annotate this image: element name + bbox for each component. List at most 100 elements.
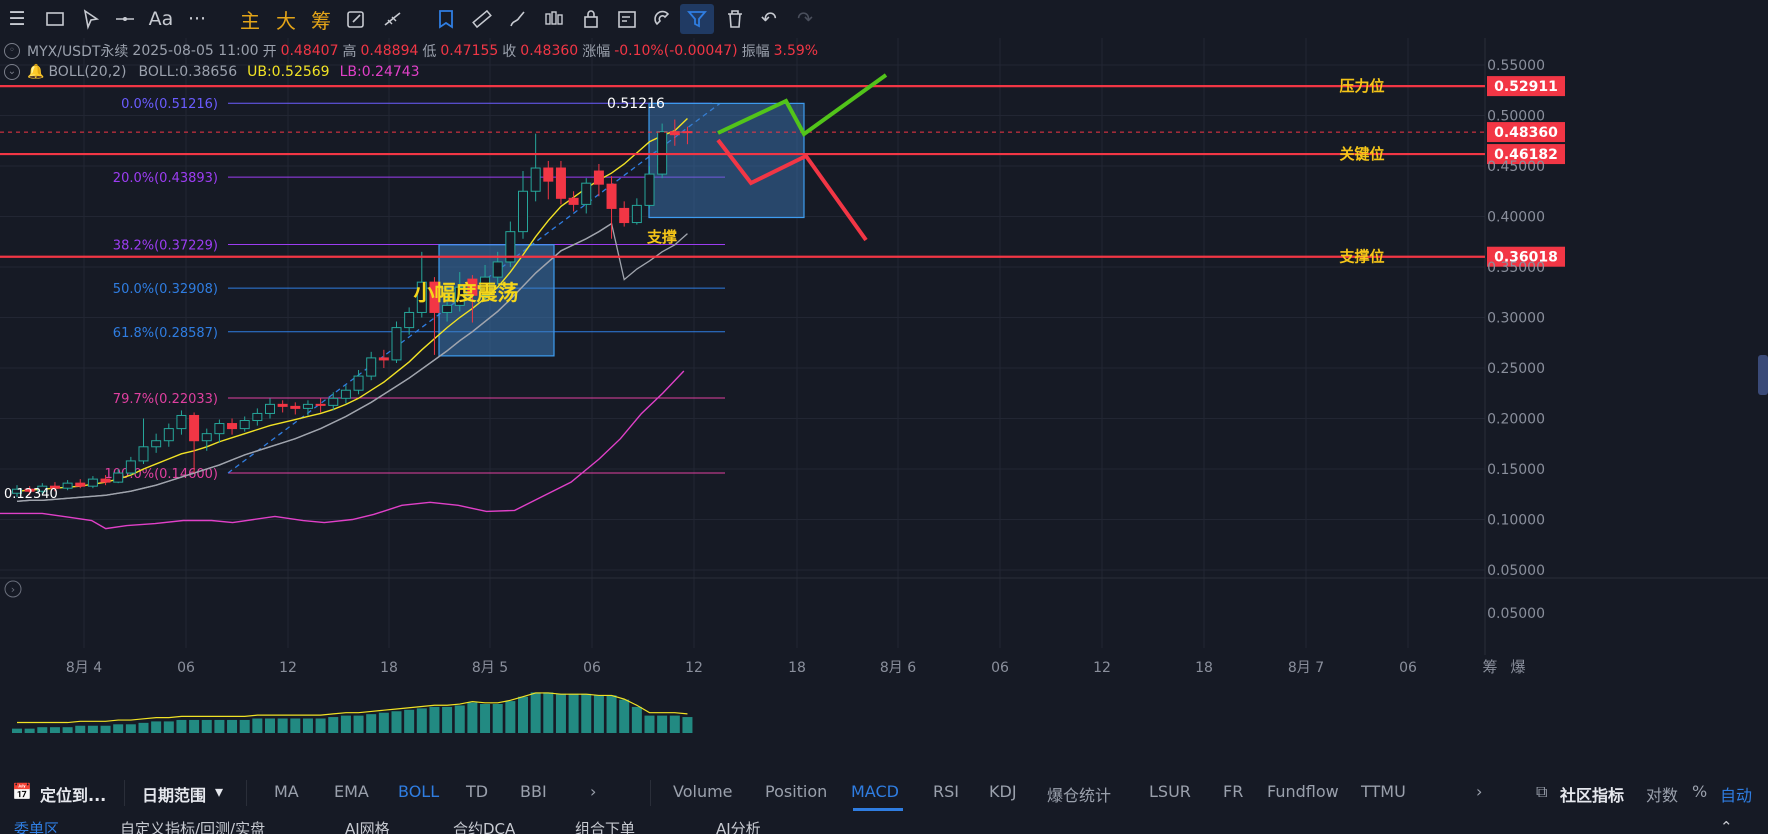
candle-down bbox=[290, 405, 301, 409]
panel-tab[interactable]: AI网格 bbox=[345, 820, 390, 834]
lock-icon[interactable] bbox=[578, 4, 604, 34]
more-tools-button[interactable]: ··· bbox=[187, 8, 207, 30]
locate-button[interactable]: 定位到... bbox=[40, 786, 107, 805]
chips-corner-label: 筹 bbox=[1482, 658, 1497, 676]
big-order-button[interactable]: 大 bbox=[276, 8, 296, 33]
candle-down bbox=[543, 167, 554, 182]
time-tick-label: 06 bbox=[583, 660, 601, 676]
panel-tab[interactable]: AI分析 bbox=[716, 820, 761, 834]
symbol-circle-icon[interactable]: ◦ bbox=[4, 43, 20, 59]
active-indicator-underline bbox=[853, 808, 903, 811]
volume-bar bbox=[62, 727, 73, 733]
ruler-icon[interactable] bbox=[469, 4, 495, 34]
volume-bar bbox=[568, 693, 579, 733]
calendar-icon[interactable]: 📅 bbox=[12, 782, 32, 801]
edit-square-icon[interactable] bbox=[343, 4, 369, 34]
volume-bar bbox=[113, 724, 124, 733]
candle-down bbox=[593, 170, 604, 185]
indicator-2-main[interactable]: BOLL bbox=[398, 782, 440, 801]
volume-bar bbox=[252, 718, 263, 733]
indicator-5-sub[interactable]: 爆仓统计 bbox=[1047, 786, 1112, 805]
text-tool-button[interactable]: Aa bbox=[148, 8, 174, 30]
volume-bar bbox=[163, 721, 174, 733]
indicator-3-sub[interactable]: RSI bbox=[933, 782, 959, 801]
volume-bar bbox=[518, 696, 528, 733]
log-scale-button[interactable]: 对数 bbox=[1646, 786, 1679, 805]
cursor-icon[interactable] bbox=[78, 4, 104, 34]
indicator-4-sub[interactable]: KDJ bbox=[989, 782, 1017, 801]
volume-bar bbox=[239, 719, 250, 733]
menu-icon[interactable]: ☰ bbox=[8, 8, 26, 30]
volume-bar bbox=[100, 725, 111, 733]
bullish-projection bbox=[717, 73, 888, 137]
level-price-tag bbox=[1487, 144, 1565, 165]
volume-bar bbox=[290, 718, 301, 733]
filter-icon[interactable] bbox=[680, 4, 714, 34]
indicator-7-sub[interactable]: FR bbox=[1223, 782, 1244, 801]
auto-scale-button[interactable]: 自动 bbox=[1720, 786, 1753, 805]
measure-icon[interactable] bbox=[380, 4, 406, 34]
indicator-1-sub[interactable]: Position bbox=[765, 782, 828, 801]
chevron-right-icon[interactable]: › bbox=[1476, 782, 1483, 801]
indicator-3-main[interactable]: TD bbox=[466, 782, 489, 801]
redo-icon[interactable]: ↷ bbox=[797, 8, 813, 30]
community-icon[interactable]: ⧉ bbox=[1536, 782, 1548, 801]
volume-bar bbox=[467, 702, 478, 733]
volume-bar bbox=[12, 728, 22, 733]
candle-up bbox=[581, 182, 592, 205]
main-chart-button[interactable]: 主 bbox=[240, 8, 260, 33]
community-indicators-button[interactable]: 社区指标 bbox=[1560, 786, 1625, 805]
candle-down bbox=[467, 278, 478, 296]
collapse-icon[interactable]: ⌄ bbox=[4, 64, 20, 80]
indicator-4-main[interactable]: BBI bbox=[520, 782, 547, 801]
volume-bar bbox=[492, 704, 503, 733]
candles-icon[interactable] bbox=[541, 4, 567, 34]
chevron-right-icon[interactable]: › bbox=[590, 782, 597, 801]
candle-up bbox=[391, 327, 402, 361]
support-box bbox=[648, 102, 805, 219]
bell-icon[interactable]: 🔔 bbox=[27, 64, 45, 80]
indicator-6-sub[interactable]: LSUR bbox=[1149, 782, 1191, 801]
volume-bar bbox=[555, 693, 566, 733]
panel-tab[interactable]: 自定义指标/回测/实盘 bbox=[120, 820, 266, 834]
undo-icon[interactable]: ↶ bbox=[761, 8, 777, 30]
horizontal-line-icon[interactable] bbox=[112, 4, 138, 34]
tabs-collapse-icon[interactable]: ⌃ bbox=[1720, 818, 1733, 834]
magnet-icon[interactable] bbox=[650, 4, 676, 34]
candle-up bbox=[176, 414, 187, 430]
indicator-0-sub[interactable]: Volume bbox=[673, 782, 733, 801]
indicator-9-sub[interactable]: TTMU bbox=[1361, 782, 1406, 801]
candle-down bbox=[555, 167, 566, 199]
panel-tab[interactable]: 合约DCA bbox=[453, 820, 516, 834]
note-icon[interactable] bbox=[614, 4, 640, 34]
date-range-button[interactable]: 日期范围 bbox=[142, 786, 207, 805]
bookmark-icon[interactable] bbox=[433, 4, 459, 34]
candle-up bbox=[505, 231, 516, 263]
time-tick-label: 12 bbox=[1093, 660, 1111, 676]
indicator-bar: 📅 定位到... 日期范围 ▾ › › ⧉ 社区指标 对数 % 自动 MA EMA… bbox=[0, 770, 1768, 814]
brush-icon[interactable] bbox=[505, 4, 531, 34]
volume-bar bbox=[454, 705, 465, 733]
price-chart[interactable]: 0.0%(0.51216) 20.0%(0.43893) 38.2%(0.37229… bbox=[0, 38, 1768, 760]
time-tick-label: 06 bbox=[1399, 660, 1417, 676]
indicator-2-sub[interactable]: MACD bbox=[851, 782, 899, 801]
volume-bar bbox=[619, 699, 630, 733]
candle-up bbox=[252, 412, 263, 422]
indicator-8-sub[interactable]: Fundflow bbox=[1267, 782, 1339, 801]
chevron-down-icon[interactable]: ▾ bbox=[215, 782, 224, 801]
change-value: -0.10%(-0.00047) bbox=[614, 43, 738, 59]
volume-bar bbox=[669, 715, 680, 733]
panel-tab[interactable]: 组合下单 bbox=[575, 820, 636, 834]
price-tick-label: 0.30000 bbox=[1487, 311, 1545, 327]
chips-button[interactable]: 筹 bbox=[311, 8, 331, 33]
indicator-1-main[interactable]: EMA bbox=[334, 782, 369, 801]
trash-icon[interactable] bbox=[722, 4, 748, 34]
price-tick-label: 0.15000 bbox=[1487, 462, 1545, 478]
rectangle-icon[interactable] bbox=[42, 4, 68, 34]
panel-tab[interactable]: 委单区 bbox=[14, 820, 60, 834]
indicator-name[interactable]: BOLL(20,2) bbox=[48, 64, 127, 80]
indicator-0-main[interactable]: MA bbox=[274, 782, 299, 801]
open-value: 0.48407 bbox=[280, 43, 339, 59]
volume-bar bbox=[75, 725, 86, 733]
percent-scale-button[interactable]: % bbox=[1692, 782, 1708, 801]
